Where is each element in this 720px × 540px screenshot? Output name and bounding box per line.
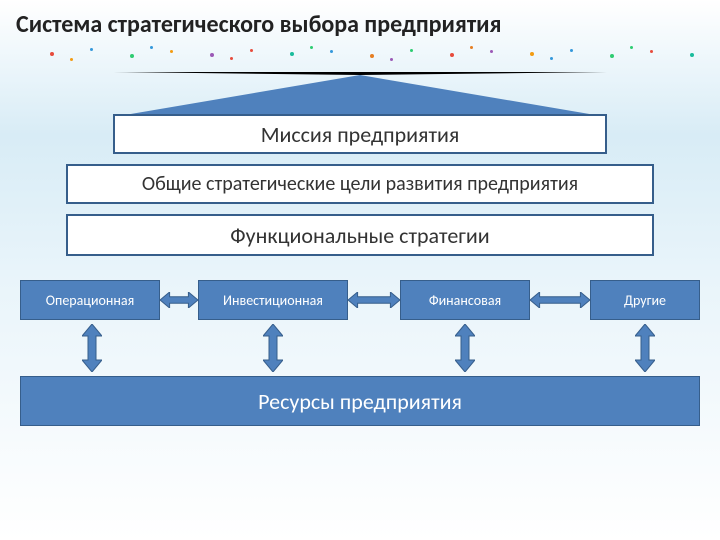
v-arrow-3 bbox=[635, 324, 655, 372]
confetti-dot bbox=[130, 54, 134, 58]
confetti-dot bbox=[690, 53, 694, 57]
confetti-dot bbox=[630, 46, 633, 49]
resources-label: Ресурсы предприятия bbox=[258, 388, 462, 415]
confetti-dot bbox=[410, 49, 413, 52]
strategy-block-0: Операционная bbox=[20, 280, 160, 320]
confetti-dot bbox=[450, 53, 454, 57]
mission-block: Миссия предприятия bbox=[113, 114, 607, 154]
confetti-dot bbox=[70, 58, 73, 61]
page-title: Система стратегического выбора предприят… bbox=[16, 10, 502, 39]
confetti-dot bbox=[50, 52, 54, 56]
confetti-dot bbox=[290, 52, 294, 56]
goals-label: Общие стратегические цели развития предп… bbox=[142, 172, 578, 196]
strategy-block-1: Инвестиционная bbox=[198, 280, 348, 320]
functional-block: Функциональные стратегии bbox=[66, 214, 654, 256]
confetti-dot bbox=[570, 49, 573, 52]
confetti-dot bbox=[370, 54, 374, 58]
confetti-dot bbox=[330, 50, 333, 53]
confetti-dot bbox=[610, 54, 614, 58]
h-arrow-2 bbox=[530, 292, 590, 308]
confetti-dot bbox=[90, 48, 93, 51]
confetti-dot bbox=[170, 50, 173, 53]
confetti-dot bbox=[530, 52, 534, 56]
confetti-dot bbox=[150, 46, 153, 49]
v-arrow-1 bbox=[263, 324, 283, 372]
functional-label: Функциональные стратегии bbox=[230, 222, 489, 249]
v-arrow-2 bbox=[455, 324, 475, 372]
confetti-dot bbox=[310, 46, 313, 49]
confetti-dot bbox=[470, 46, 473, 49]
roof-shape bbox=[113, 72, 607, 117]
h-arrow-0 bbox=[160, 292, 198, 308]
strategy-block-2: Финансовая bbox=[400, 280, 530, 320]
goals-block: Общие стратегические цели развития предп… bbox=[66, 164, 654, 204]
mission-label: Миссия предприятия bbox=[261, 121, 460, 148]
confetti-dot bbox=[490, 50, 493, 53]
strategy-block-3: Другие bbox=[590, 280, 700, 320]
v-arrow-0 bbox=[82, 324, 102, 372]
confetti-dot bbox=[210, 53, 214, 57]
h-arrow-1 bbox=[348, 292, 400, 308]
confetti-dot bbox=[390, 58, 393, 61]
resources-block: Ресурсы предприятия bbox=[20, 376, 700, 426]
confetti-dot bbox=[230, 57, 233, 60]
confetti-dot bbox=[250, 49, 253, 52]
confetti-dot bbox=[650, 50, 653, 53]
confetti-dot bbox=[550, 57, 553, 60]
